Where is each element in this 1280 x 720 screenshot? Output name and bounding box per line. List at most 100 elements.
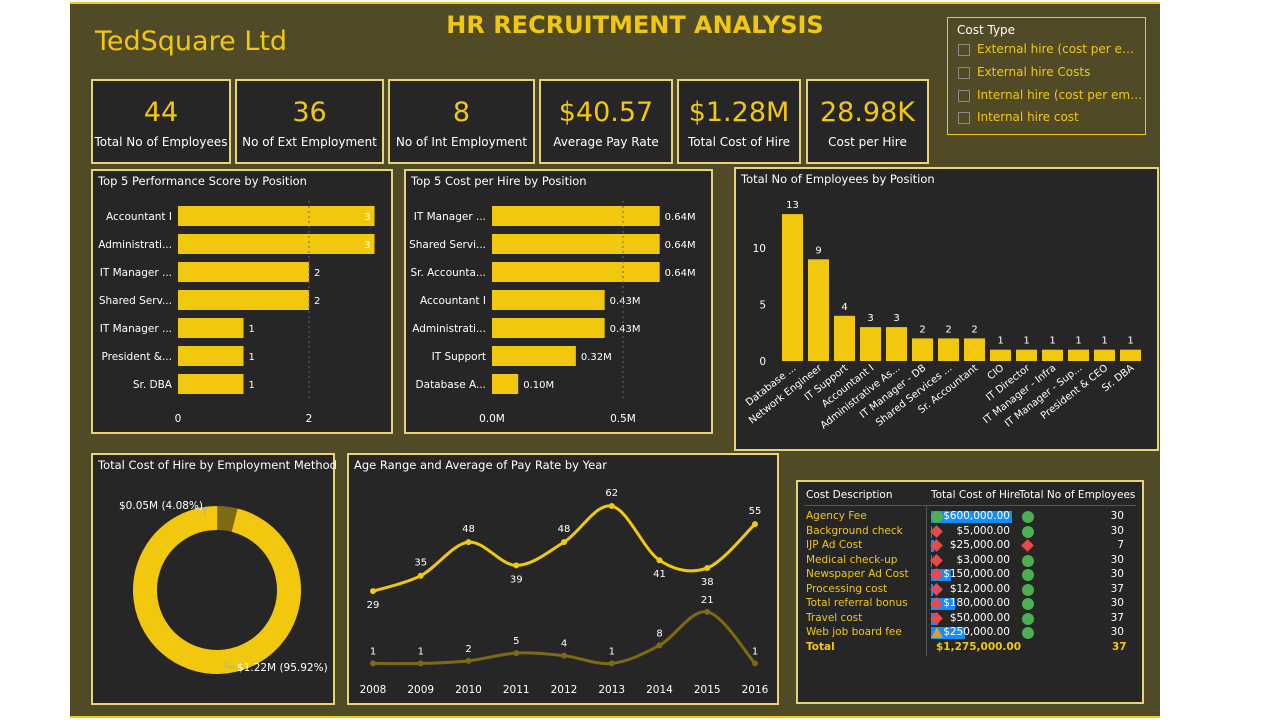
status-circle-icon xyxy=(1022,598,1034,610)
bar xyxy=(178,262,309,282)
data-label: 1 xyxy=(249,324,255,335)
status-circle-icon xyxy=(1022,612,1034,625)
status-circle-icon xyxy=(931,511,943,523)
cost-per-hire-bar-chart: IT Manager ... 0.64M Shared Servi... 0.64M S… xyxy=(409,201,696,425)
data-label: 1 xyxy=(752,646,758,657)
cell-total-employees: 30 xyxy=(1110,626,1124,638)
data-label: 2 xyxy=(314,268,320,279)
bar xyxy=(492,234,660,254)
data-label: 1 xyxy=(1127,336,1133,347)
kpi-card-cost-per-hire[interactable]: 28.98K Cost per Hire xyxy=(806,79,929,164)
category-label: Accountant I xyxy=(420,295,486,307)
axis-tick-label: 2 xyxy=(306,413,313,425)
table-total-cost: $1,275,000.00 xyxy=(936,641,1022,653)
kpi-value: $40.57 xyxy=(558,97,654,128)
bar xyxy=(1094,349,1115,361)
slicer-option[interactable]: Internal hire cost xyxy=(958,110,1143,126)
kpi-value: 36 xyxy=(292,97,327,128)
table-header-total-cost[interactable]: Total Cost of Hire xyxy=(931,489,1021,501)
checkbox[interactable] xyxy=(958,67,970,79)
chart-cost-per-hire[interactable]: Top 5 Cost per Hire by Position IT Manag… xyxy=(404,169,713,434)
data-label: 21 xyxy=(701,595,714,606)
kpi-label: Cost per Hire xyxy=(828,135,907,149)
data-point xyxy=(752,660,758,667)
donut-slice xyxy=(133,506,301,674)
chart-title: Top 5 Performance Score by Position xyxy=(98,174,307,188)
cost-data-bar xyxy=(931,511,1012,523)
cell-cost-description: Background check xyxy=(806,524,903,537)
cell-total-employees: 30 xyxy=(1110,568,1124,580)
cell-total-employees: 37 xyxy=(1110,582,1124,595)
data-label: 1 xyxy=(249,380,255,391)
status-circle-icon xyxy=(1022,554,1034,567)
company-name: TedSquare Ltd xyxy=(95,26,288,57)
kpi-card-total-cost-of-hire[interactable]: $1.28M Total Cost of Hire xyxy=(677,79,801,164)
data-label: 29 xyxy=(367,600,380,611)
status-circle-icon xyxy=(1022,627,1034,639)
report-title: HR RECRUITMENT ANALYSIS xyxy=(446,11,824,39)
checkbox[interactable] xyxy=(958,112,970,124)
series-line xyxy=(372,504,757,593)
cell-cost-description: IJP Ad Cost xyxy=(806,539,863,551)
data-label: 2 xyxy=(971,324,977,335)
bar xyxy=(1042,349,1063,361)
cell-cost-description: Web job board fee xyxy=(806,626,902,638)
axis-tick-label: 2010 xyxy=(455,684,482,696)
category-label: IT Manager ... xyxy=(414,211,486,223)
kpi-card-total-employees[interactable]: 44 Total No of Employees xyxy=(91,79,231,164)
category-label: Sr. Accounta... xyxy=(410,267,486,279)
bar xyxy=(1068,349,1089,361)
cell-total-cost: $150,000.00 xyxy=(943,568,1010,580)
slicer-option[interactable]: Internal hire (cost per empl... xyxy=(958,88,1143,104)
data-label: 1 xyxy=(1023,336,1029,347)
cost-description-table[interactable]: Cost Description Total Cost of Hire Tota… xyxy=(796,480,1144,704)
checkbox[interactable] xyxy=(958,90,970,102)
cost-type-slicer[interactable]: Cost Type External hire (cost per empl..… xyxy=(947,17,1146,135)
cell-total-employees: 30 xyxy=(1110,597,1124,609)
status-triangle-icon xyxy=(931,627,943,638)
data-label: 1 xyxy=(1075,336,1081,347)
slicer-option-label: External hire Costs xyxy=(977,65,1091,79)
bar xyxy=(1120,349,1141,361)
chart-age-payrate-by-year[interactable]: Age Range and Average of Pay Rate by Yea… xyxy=(347,453,779,705)
bar xyxy=(492,346,576,366)
category-label: IT Manager ... xyxy=(100,323,172,335)
leader-line xyxy=(225,662,235,668)
data-label: 35 xyxy=(414,558,427,569)
table-header-total-employees[interactable]: Total No of Employees xyxy=(1019,489,1136,501)
bar xyxy=(964,338,985,361)
kpi-card-int-employment[interactable]: 8 No of Int Employment xyxy=(388,79,535,164)
cell-total-cost: $25,000.00 xyxy=(949,539,1010,551)
table-header-cost-description[interactable]: Cost Description xyxy=(806,489,893,501)
data-point xyxy=(417,572,424,579)
category-label: Database A... xyxy=(416,379,486,391)
category-label: IT Manager ... xyxy=(100,267,172,279)
category-label: IT Support xyxy=(432,351,486,363)
chart-performance-score[interactable]: Top 5 Performance Score by Position Acco… xyxy=(91,169,393,434)
slicer-option[interactable]: External hire (cost per empl... xyxy=(958,42,1143,58)
slicer-option[interactable]: External hire Costs xyxy=(958,65,1143,81)
data-point xyxy=(704,608,711,615)
chart-cost-by-method[interactable]: Total Cost of Hire by Employment Method … xyxy=(91,453,337,705)
data-label: $0.05M (4.08%) xyxy=(119,500,203,512)
axis-tick-label: 2016 xyxy=(742,684,769,696)
kpi-card-average-pay-rate[interactable]: $40.57 Average Pay Rate xyxy=(539,79,673,164)
data-label: 0.32M xyxy=(581,352,612,363)
data-point xyxy=(608,660,615,667)
data-point xyxy=(656,642,663,649)
data-label: 1 xyxy=(418,646,424,657)
kpi-card-ext-employment[interactable]: 36 No of Ext Employment xyxy=(235,79,384,164)
checkbox[interactable] xyxy=(958,44,970,56)
data-label: 0.64M xyxy=(665,212,696,223)
donut-chart: $0.05M (4.08%) $1.22M (95.92%) xyxy=(119,500,328,674)
kpi-label: No of Int Employment xyxy=(395,135,528,149)
chart-title: Total Cost of Hire by Employment Method xyxy=(98,458,337,472)
chart-employees-by-position[interactable]: Total No of Employees by Position 0 5 10 13… xyxy=(734,167,1159,451)
category-label: Shared Serv... xyxy=(99,295,172,307)
data-label: 1 xyxy=(249,352,255,363)
cell-cost-description: Total referral bonus xyxy=(806,597,908,609)
chart-title: Total No of Employees by Position xyxy=(741,172,935,186)
kpi-label: Total Cost of Hire xyxy=(687,135,791,149)
data-label: 4 xyxy=(561,639,567,650)
